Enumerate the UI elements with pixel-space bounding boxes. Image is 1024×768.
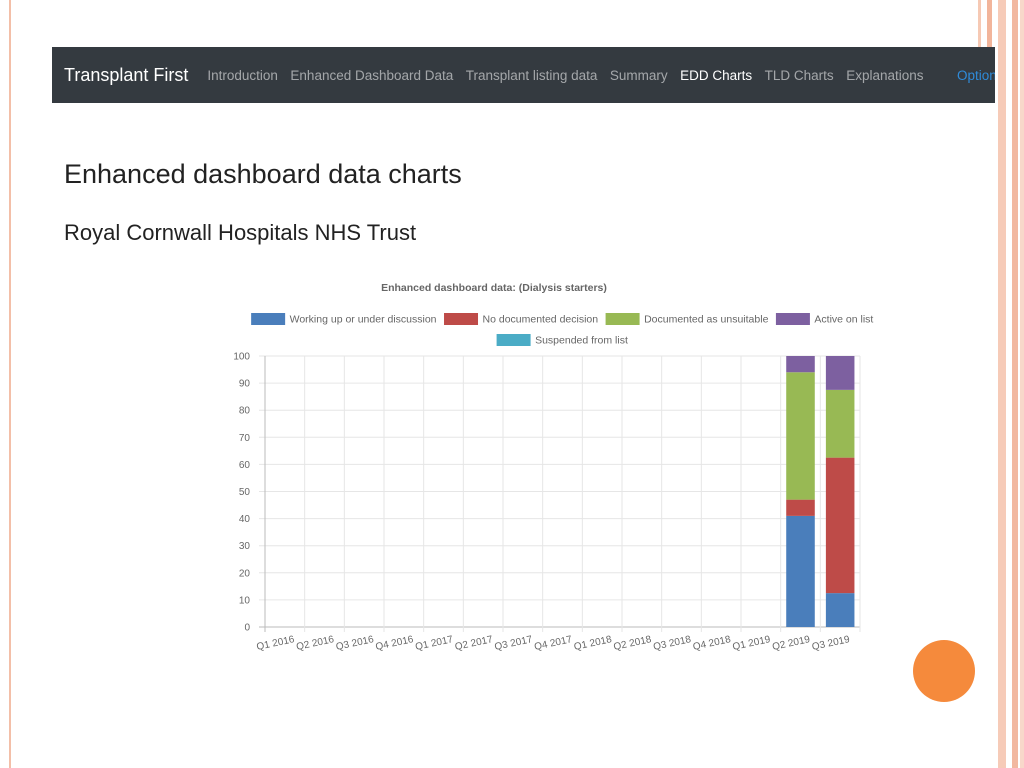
nav-item-introduction[interactable]: Introduction bbox=[207, 67, 278, 83]
x-tick-label: Q2 2016 bbox=[295, 634, 335, 653]
slide-stripe bbox=[998, 0, 1006, 768]
legend-swatch bbox=[251, 313, 286, 325]
nav-item-summary[interactable]: Summary bbox=[609, 67, 668, 83]
x-tick-label: Q2 2019 bbox=[771, 634, 811, 653]
slide-stripe bbox=[1020, 0, 1024, 768]
x-tick-label: Q3 2019 bbox=[811, 634, 851, 653]
nav-item-explanations[interactable]: Explanations bbox=[846, 67, 924, 83]
y-tick-label: 100 bbox=[233, 352, 250, 363]
legend-label: No documented decision bbox=[483, 314, 599, 326]
y-tick-label: 70 bbox=[239, 433, 251, 444]
page-title: Enhanced dashboard data charts bbox=[64, 159, 462, 189]
navbar: Transplant First Introduction Enhanced D… bbox=[52, 47, 995, 103]
y-tick-label: 20 bbox=[239, 568, 251, 579]
x-tick-label: Q1 2018 bbox=[573, 634, 613, 653]
y-tick-label: 60 bbox=[239, 460, 251, 471]
bar-segment bbox=[825, 356, 855, 390]
y-tick-label: 30 bbox=[239, 541, 251, 552]
slide-left-border bbox=[0, 0, 11, 768]
x-tick-label: Q4 2018 bbox=[692, 634, 732, 653]
bar-segment bbox=[786, 356, 815, 373]
navbar-brand[interactable]: Transplant First bbox=[64, 64, 189, 85]
x-tick-label: Q3 2018 bbox=[652, 634, 692, 653]
x-tick-label: Q1 2019 bbox=[732, 634, 772, 653]
x-tick-label: Q2 2017 bbox=[454, 634, 494, 653]
bar-segment bbox=[825, 457, 855, 594]
legend-label: Active on list bbox=[814, 314, 873, 326]
nav-item-enhanced-dashboard-data[interactable]: Enhanced Dashboard Data bbox=[290, 67, 454, 83]
stacked-bar-chart: Enhanced dashboard data: (Dialysis start… bbox=[233, 282, 873, 653]
y-tick-label: 50 bbox=[239, 487, 251, 498]
y-tick-label: 80 bbox=[239, 406, 251, 417]
x-tick-label: Q3 2017 bbox=[494, 634, 534, 653]
bar-segment bbox=[825, 389, 855, 458]
page-subtitle: Royal Cornwall Hospitals NHS Trust bbox=[64, 220, 417, 245]
chart-title: Enhanced dashboard data: (Dialysis start… bbox=[381, 282, 607, 294]
slide-stripe bbox=[1012, 0, 1018, 768]
slide-decoration-circle bbox=[913, 640, 975, 702]
nav-item-tld-charts[interactable]: TLD Charts bbox=[764, 67, 834, 83]
x-tick-label: Q1 2016 bbox=[256, 634, 296, 653]
nav-item-edd-charts[interactable]: EDD Charts bbox=[680, 67, 753, 83]
x-tick-label: Q3 2016 bbox=[335, 634, 375, 653]
legend-swatch bbox=[496, 334, 531, 346]
nav-item-options[interactable]: Option bbox=[957, 68, 995, 83]
legend-swatch bbox=[775, 313, 810, 325]
screenshot-panel: Transplant First Introduction Enhanced D… bbox=[52, 47, 995, 768]
y-tick-label: 0 bbox=[244, 623, 250, 634]
y-tick-label: 10 bbox=[239, 595, 251, 606]
bar-segment bbox=[825, 593, 855, 627]
nav-item-transplant-listing-data[interactable]: Transplant listing data bbox=[465, 67, 598, 83]
x-tick-label: Q4 2016 bbox=[375, 634, 415, 653]
x-tick-label: Q4 2017 bbox=[533, 634, 573, 653]
y-tick-label: 90 bbox=[239, 379, 251, 390]
y-tick-label: 40 bbox=[239, 514, 251, 525]
x-tick-label: Q2 2018 bbox=[613, 634, 653, 653]
bar-segment bbox=[786, 499, 815, 516]
bar-segment bbox=[786, 515, 815, 627]
legend-label: Documented as unsuitable bbox=[644, 314, 768, 326]
legend-swatch bbox=[605, 313, 640, 325]
legend-label: Working up or under discussion bbox=[290, 314, 437, 326]
x-tick-label: Q1 2017 bbox=[414, 634, 454, 653]
legend-label: Suspended from list bbox=[535, 335, 628, 347]
nav-items: Introduction Enhanced Dashboard Data Tra… bbox=[207, 68, 936, 83]
legend-swatch bbox=[444, 313, 479, 325]
bar-segment bbox=[786, 372, 815, 500]
